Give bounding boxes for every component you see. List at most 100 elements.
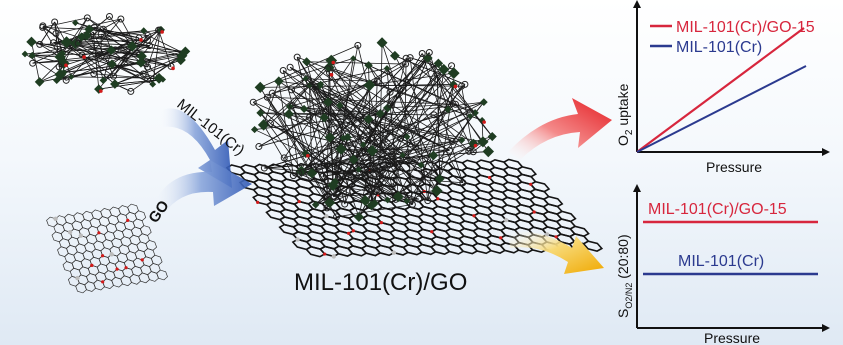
metal-node	[68, 73, 75, 80]
linker-bond	[336, 204, 413, 218]
linker-ring	[90, 70, 98, 78]
linker-bond	[98, 79, 163, 90]
linker-bond	[75, 22, 184, 54]
linker-ring	[99, 25, 107, 33]
linker-bond	[42, 27, 61, 58]
top-chart-x-arrowhead	[822, 148, 830, 156]
metal-node	[317, 80, 324, 88]
linker-ring	[425, 49, 433, 57]
linker-ring	[52, 30, 60, 38]
red-arrow	[508, 98, 612, 160]
linker-ring	[469, 148, 477, 156]
atom-dot	[297, 199, 301, 204]
linker-bond	[260, 112, 310, 118]
linker-bond	[306, 61, 429, 201]
linker-bond	[89, 28, 140, 39]
linker-bond	[427, 57, 493, 137]
linker-ring	[51, 18, 59, 26]
linker-bond	[329, 199, 388, 203]
metal-node	[399, 151, 406, 159]
metal-node	[126, 40, 138, 52]
linker-ring	[412, 143, 420, 151]
atom-dot	[324, 213, 329, 219]
oxygen-atom	[473, 143, 478, 148]
atom-dot	[124, 266, 128, 270]
linker-ring	[74, 39, 82, 47]
hex-ring	[156, 269, 168, 281]
linker-ring	[105, 12, 113, 20]
metal-node	[363, 79, 376, 91]
linker-ring	[260, 164, 268, 172]
linker-bond	[66, 41, 183, 57]
series-label-mil101: MIL-101(Cr)	[678, 253, 764, 270]
linker-ring	[298, 168, 306, 176]
metal-node	[479, 98, 488, 106]
linker-ring	[461, 80, 469, 88]
linker-ring	[465, 147, 473, 155]
metal-node	[447, 67, 460, 79]
legend-label-go15: MIL-101(Cr)/GO-15	[676, 19, 815, 36]
linker-ring	[268, 89, 276, 97]
metal-node	[94, 84, 104, 94]
linker-ring	[448, 137, 456, 145]
linker-ring	[319, 173, 327, 181]
yellow-arrow	[508, 231, 604, 274]
linker-ring	[406, 54, 414, 62]
atom-dot	[351, 229, 355, 233]
bottom-chart-xlabel: Pressure	[704, 330, 760, 345]
linker-bond	[289, 106, 300, 174]
linker-bond	[102, 50, 112, 81]
linker-ring	[311, 83, 319, 91]
metal-node	[433, 58, 444, 69]
oxygen-atom	[171, 66, 175, 71]
linker-bond	[252, 101, 366, 201]
linker-bond	[81, 36, 130, 43]
linker-bond	[288, 113, 364, 146]
metal-node	[431, 185, 443, 197]
linker-ring	[459, 179, 467, 187]
linker-bond	[387, 143, 474, 201]
atom-dot	[379, 221, 383, 225]
metal-node	[353, 212, 364, 223]
metal-node	[403, 197, 411, 205]
metal-node	[482, 145, 495, 158]
metal-node	[366, 145, 379, 157]
linker-bond	[130, 55, 183, 92]
hex-ring	[582, 240, 604, 252]
linker-bond	[311, 52, 430, 174]
linker-ring	[167, 62, 175, 70]
linker-bond	[306, 61, 381, 114]
atom-dot	[115, 267, 119, 271]
linker-bond	[113, 35, 149, 77]
linker-bond	[314, 86, 403, 156]
linker-ring	[356, 150, 364, 158]
metal-node	[283, 109, 294, 119]
linker-ring	[344, 111, 352, 119]
metal-node	[350, 55, 357, 62]
linker-ring	[36, 40, 44, 48]
linker-ring	[288, 101, 296, 109]
linker-bond	[319, 85, 450, 151]
atom-dot	[75, 275, 80, 281]
series-line-go15	[636, 27, 805, 153]
linker-bond	[329, 141, 484, 203]
linker-ring	[263, 93, 271, 101]
atom-dot	[499, 236, 503, 240]
linker-ring	[345, 169, 353, 177]
linker-bond	[260, 112, 337, 218]
linker-bond	[89, 28, 148, 36]
linker-bond	[88, 29, 104, 81]
atom-dot	[97, 231, 101, 235]
linker-ring	[280, 154, 288, 162]
linker-bond	[353, 74, 438, 160]
metal-node	[363, 114, 374, 125]
linker-ring	[295, 169, 303, 177]
metal-node	[53, 76, 61, 85]
linker-ring	[145, 42, 153, 50]
linker-bond	[32, 55, 102, 64]
linker-ring	[139, 70, 147, 78]
linker-ring	[288, 86, 296, 94]
metal-node	[175, 54, 186, 66]
mof-cluster-small	[21, 12, 191, 95]
